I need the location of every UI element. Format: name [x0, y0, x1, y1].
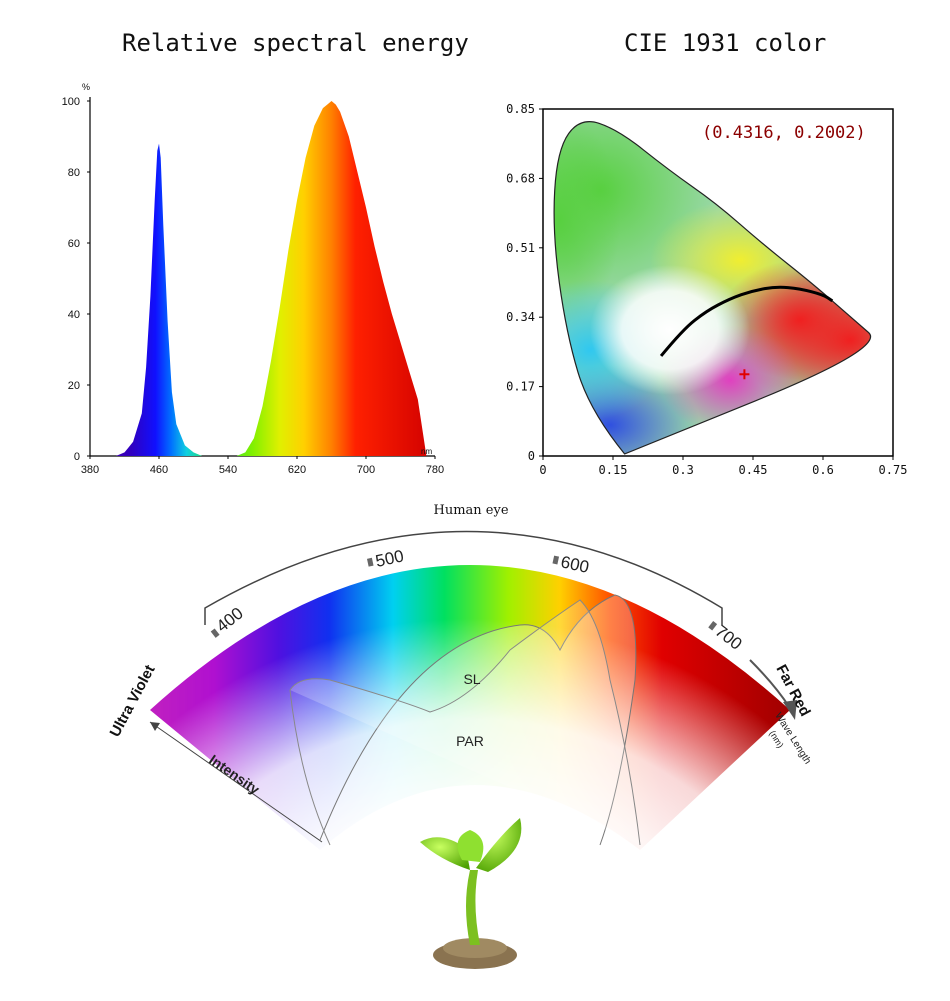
cie-y-tick-label: 0.68: [506, 171, 535, 185]
spectral-x-tick-label: 380: [81, 464, 99, 476]
cie-spectral-locus: [553, 121, 871, 455]
wavelength-arrowhead: [783, 700, 797, 720]
cie-y-tick-label: 0.34: [506, 310, 535, 324]
spectral-y-tick-label: 0: [74, 451, 80, 463]
seedling-image: [420, 818, 522, 969]
par-label: PAR: [456, 733, 484, 749]
intensity-arrowhead: [150, 722, 160, 731]
cie-color-point: [739, 369, 750, 380]
cie-x-tick-label: 0: [539, 463, 546, 477]
spectral-x-tick-label: 540: [219, 464, 237, 476]
cie-x-tick-label: 0.75: [879, 463, 908, 477]
cie-coordinate-label: (0.4316, 0.2002): [702, 123, 866, 143]
par-curve-left: [289, 689, 331, 846]
spectral-x-tick-label: 460: [150, 464, 168, 476]
spectral-x-tick-label: 620: [288, 464, 306, 476]
cie-y-tick-label: 0.85: [506, 102, 535, 116]
spectral-y-tick-label: 80: [68, 167, 80, 179]
cie-x-tick-label: 0.45: [739, 463, 768, 477]
cie-y-tick-label: 0.51: [506, 241, 535, 255]
spectral-y-tick-label: 20: [68, 380, 80, 392]
spectrum-arc-fade: [140, 550, 800, 860]
spectral-y-tick-label: 100: [62, 96, 80, 108]
sl-label: SL: [463, 671, 480, 687]
sl-curve: [319, 594, 637, 846]
spectral-y-tick-label: 60: [68, 238, 80, 250]
spectral-series-area: [115, 101, 427, 456]
spectral-x-tick-label: 780: [426, 464, 444, 476]
par-curve: [289, 599, 641, 846]
cie-planckian-locus: [659, 285, 834, 357]
human-eye-bracket: [204, 530, 723, 625]
cie-x-tick-label: 0.15: [599, 463, 628, 477]
cie-x-tick-label: 0.3: [672, 463, 694, 477]
intensity-arrow: [149, 721, 323, 843]
cie-chart-title: CIE 1931 color: [624, 29, 827, 57]
cie-y-tick-label: 0: [528, 449, 535, 463]
spectral-x-unit: nm: [421, 447, 432, 456]
cie-x-tick-label: 0.6: [812, 463, 834, 477]
spectral-y-unit: %: [82, 82, 90, 92]
human-eye-label: Human eye: [433, 503, 508, 518]
spectral-y-tick-label: 40: [68, 309, 80, 321]
cie-y-tick-label: 0.17: [506, 380, 535, 394]
spectral-chart-title: Relative spectral energy: [122, 29, 469, 57]
spectral-x-tick-label: 700: [357, 464, 375, 476]
